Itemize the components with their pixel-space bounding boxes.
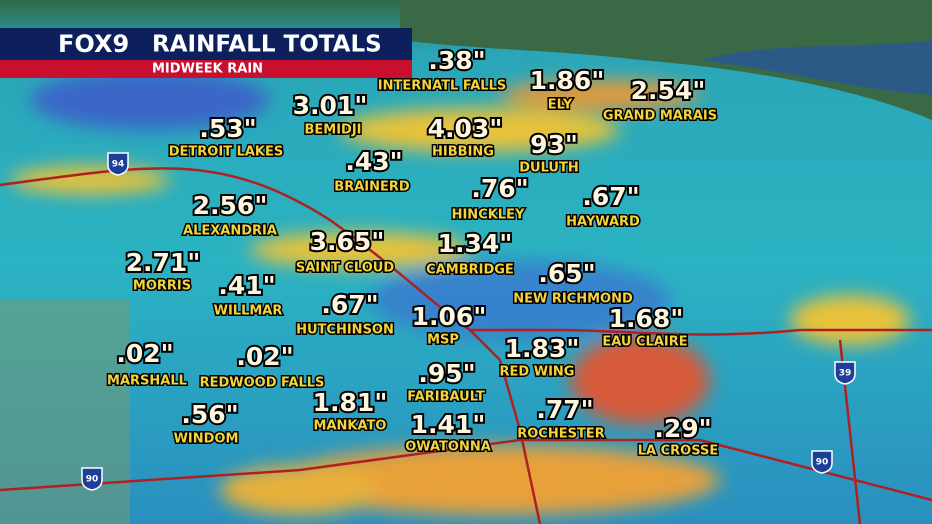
rain-total: 1.81" [313,388,388,417]
city-name: NEW RICHMOND [513,292,633,307]
city-name: ELY [548,98,573,113]
rain-total: .65" [538,259,595,288]
city-name: OWATONNA [405,440,491,455]
rain-total: 1.86" [530,66,605,95]
rain-total: 2.71" [126,248,201,277]
rain-total: 1.06" [412,302,487,331]
subheader-bar [0,60,412,78]
rain-total: .77" [536,395,593,424]
rain-total: 2.56" [193,191,268,220]
city-name: BRAINERD [334,180,410,195]
city-name: MORRIS [133,279,191,294]
rain-total: .67" [321,290,378,319]
land-north [400,0,932,120]
rain-total: .56" [181,400,238,429]
city-name: HINCKLEY [452,208,525,223]
interstate-shield [834,361,856,385]
shield-number: 90 [86,475,99,485]
city-name: GRAND MARAIS [603,109,717,124]
city-name: HAYWARD [566,215,640,230]
rain-total: .76" [471,174,528,203]
city-name: EAU CLAIRE [602,335,687,350]
rain-total: .38" [428,46,485,75]
city-name: MANKATO [314,419,387,434]
rain-total: 4.03" [428,114,503,143]
rain-total: .02" [116,339,173,368]
city-name: ALEXANDRIA [183,224,277,239]
rain-total: 1.34" [438,229,513,258]
rain-total: .95" [418,359,475,388]
city-name: REDWOOD FALLS [200,376,325,391]
city-name: HUTCHINSON [296,323,394,338]
city-name: WILLMAR [214,304,283,319]
rain-total: 2.54" [631,76,706,105]
rain-total: .29" [654,414,711,443]
rain-total: 1.41" [411,410,486,439]
rain-total: .43" [345,147,402,176]
logo: FOX9 [58,30,129,58]
city-name: MSP [427,333,459,348]
city-name: WINDOM [174,432,239,447]
city-name: LA CROSSE [638,444,719,459]
header-bar [0,28,412,60]
city-name: HIBBING [432,145,494,160]
rain-total: .53" [199,114,256,143]
rain-total: .67" [582,182,639,211]
land-west [0,300,130,524]
city-name: SAINT CLOUD [296,261,395,276]
shield-number: 94 [112,160,125,170]
interstate-shield [81,467,103,491]
city-name: RED WING [500,365,575,380]
shield-number: 39 [839,369,852,379]
interstate-shield [811,450,833,474]
interstate-shield [107,152,129,176]
rain-total: 1.83" [505,334,580,363]
rain-total: 93" [530,130,578,159]
city-name: DETROIT LAKES [169,145,284,160]
rain-bands [10,70,910,515]
rain-total: .02" [236,342,293,371]
city-name: DULUTH [519,161,578,176]
rain-total: 3.01" [293,91,368,120]
shield-number: 90 [816,458,829,468]
subtitle: MIDWEEK RAIN [152,62,263,77]
city-name: BEMIDJI [304,123,361,138]
title: RAINFALL TOTALS [152,32,382,58]
city-name: ROCHESTER [517,427,604,442]
city-name: FARIBAULT [407,390,485,405]
rain-total: 1.68" [609,304,684,333]
rain-total: .41" [218,271,275,300]
lake-superior [700,40,932,95]
city-name: INTERNATL FALLS [378,79,506,94]
city-name: CAMBRIDGE [426,263,514,278]
city-name: MARSHALL [107,374,187,389]
rain-total: 3.65" [310,227,385,256]
